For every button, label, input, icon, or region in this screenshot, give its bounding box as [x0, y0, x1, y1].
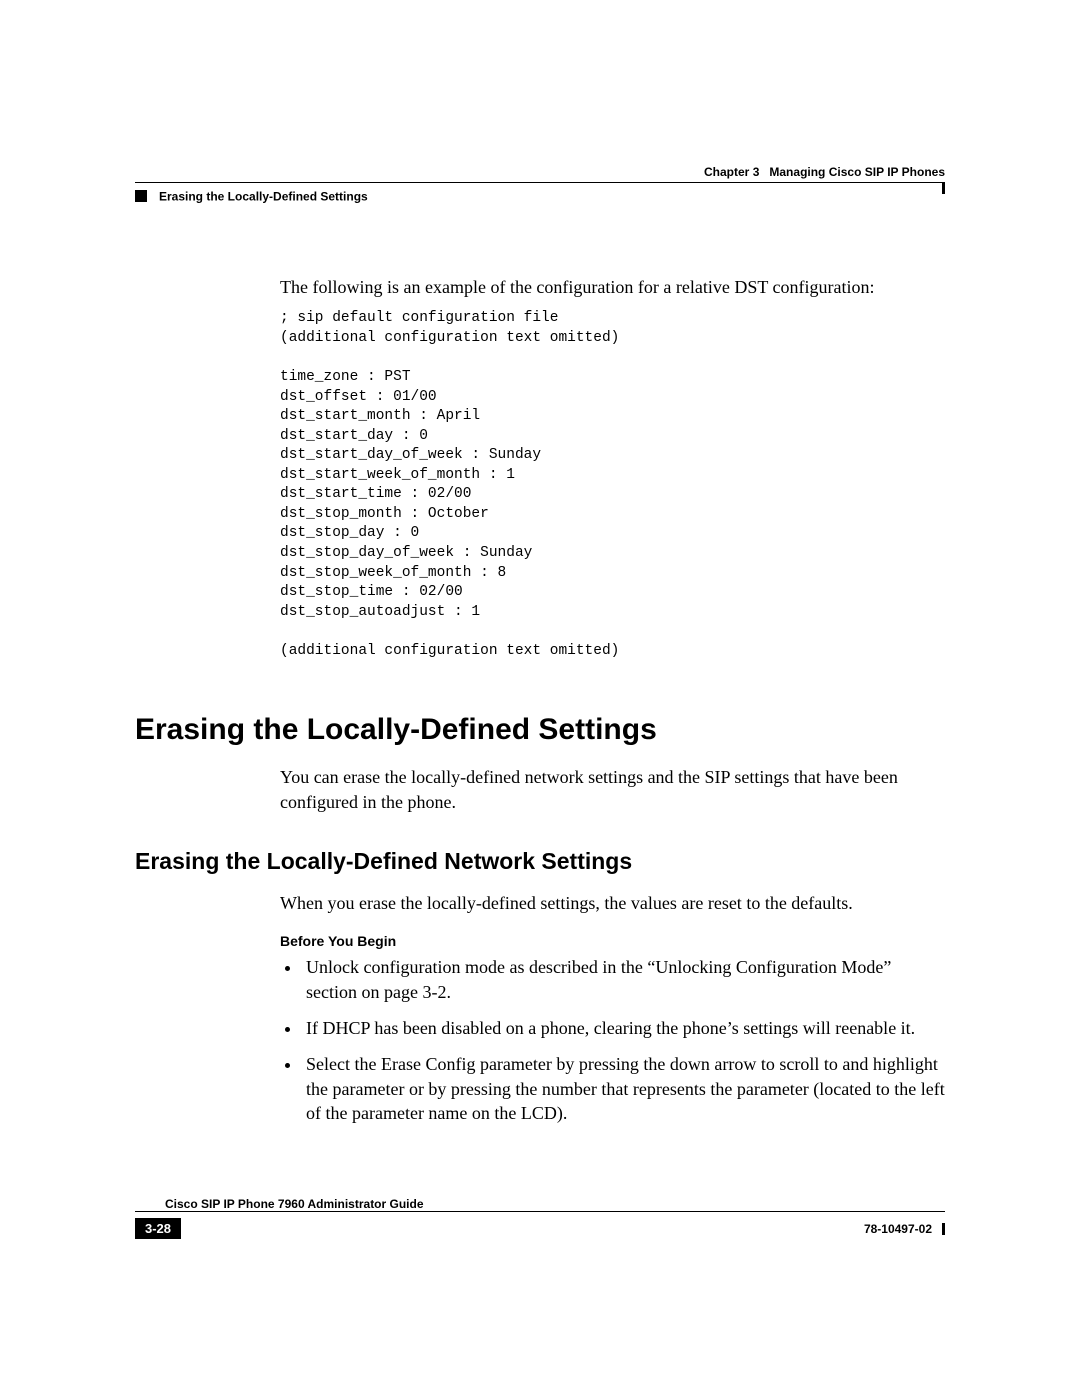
heading-2: Erasing the Locally-Defined Network Sett…	[135, 848, 945, 875]
page-footer: Cisco SIP IP Phone 7960 Administrator Gu…	[135, 1215, 945, 1239]
page-number-badge: 3-28	[135, 1218, 181, 1239]
header-bar-icon	[942, 182, 945, 194]
footer-guide-title: Cisco SIP IP Phone 7960 Administrator Gu…	[165, 1197, 945, 1211]
footer-row: 3-28 78-10497-02	[135, 1218, 945, 1239]
header-right: Chapter 3 Managing Cisco SIP IP Phones	[135, 165, 945, 179]
before-you-begin-label: Before You Begin	[280, 933, 945, 949]
footer-rule	[135, 1211, 945, 1212]
page-content: Chapter 3 Managing Cisco SIP IP Phones E…	[135, 165, 945, 1137]
chapter-label: Chapter 3	[704, 165, 759, 179]
h2-body: When you erase the locally-defined setti…	[280, 891, 945, 915]
list-item: If DHCP has been disabled on a phone, cl…	[302, 1016, 945, 1040]
chapter-title: Managing Cisco SIP IP Phones	[769, 165, 945, 179]
intro-paragraph: The following is an example of the confi…	[280, 275, 945, 299]
footer-bar-icon	[942, 1223, 945, 1235]
main-content: The following is an example of the confi…	[280, 275, 945, 1125]
header-rule	[135, 182, 945, 183]
header-section-title: Erasing the Locally-Defined Settings	[159, 189, 368, 203]
list-item: Unlock configuration mode as described i…	[302, 955, 945, 1004]
h1-body: You can erase the locally-defined networ…	[280, 765, 945, 814]
header-section-row: Erasing the Locally-Defined Settings	[135, 187, 945, 205]
heading-1: Erasing the Locally-Defined Settings	[135, 713, 945, 747]
bullet-list: Unlock configuration mode as described i…	[280, 955, 945, 1125]
config-code-block: ; sip default configuration file (additi…	[280, 309, 945, 661]
doc-number: 78-10497-02	[864, 1222, 932, 1236]
doc-number-wrap: 78-10497-02	[864, 1220, 945, 1238]
square-icon	[135, 190, 147, 202]
list-item: Select the Erase Config parameter by pre…	[302, 1052, 945, 1125]
